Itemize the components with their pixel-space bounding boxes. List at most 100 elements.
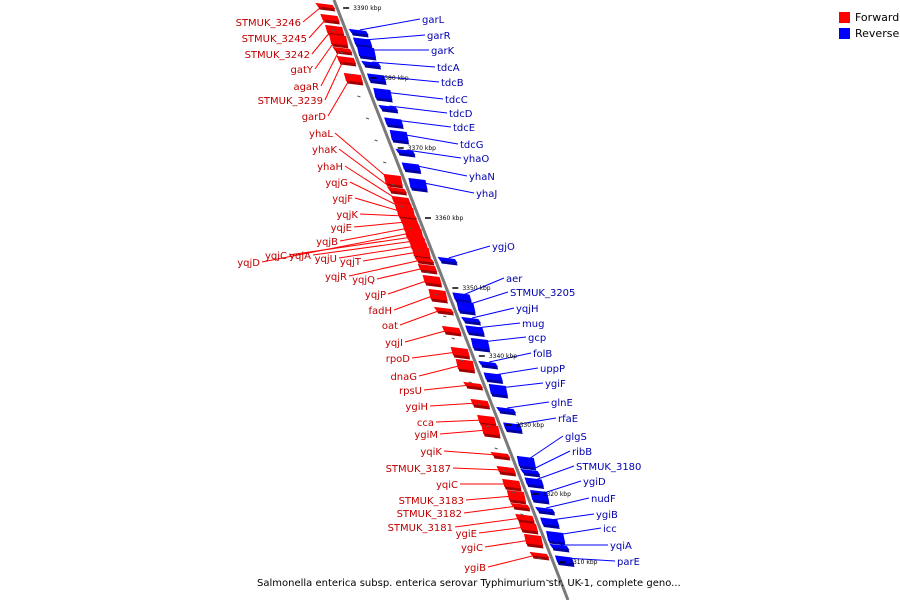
reverse-leader: [481, 336, 527, 343]
forward-gene-label: yqjK: [336, 210, 358, 221]
forward-gene-label: agaR: [293, 82, 319, 93]
forward-leader: [484, 539, 531, 548]
forward-feature: [383, 173, 404, 189]
forward-feature-shade: [493, 455, 511, 461]
reverse-leader: [377, 75, 440, 83]
forward-feature-shade: [339, 61, 357, 67]
reverse-gene-label: nudF: [591, 494, 616, 505]
legend-reverse: Reverse: [839, 25, 899, 41]
reverse-leader: [489, 352, 532, 363]
minor-dash: [348, 73, 353, 76]
reverse-leader: [546, 497, 590, 509]
forward-feature-shade: [331, 43, 349, 49]
reverse-feature-shade: [364, 64, 382, 70]
minor-dash: [417, 249, 421, 252]
reverse-feature: [395, 148, 416, 158]
reverse-feature-shade: [369, 80, 387, 85]
forward-gene-label: ygiE: [456, 529, 477, 540]
forward-feature-shade: [466, 385, 484, 391]
reverse-feature-shade: [351, 32, 369, 38]
forward-feature-shade: [521, 529, 539, 535]
reverse-feature-shade: [458, 310, 476, 316]
minor-dash: [425, 271, 430, 274]
forward-feature-shade: [425, 282, 443, 288]
reverse-feature: [437, 256, 458, 266]
reverse-feature: [496, 406, 517, 416]
forward-leader: [349, 181, 401, 208]
forward-leader: [327, 77, 351, 117]
reverse-leader: [400, 133, 459, 145]
minor-dash: [485, 425, 490, 428]
forward-feature: [332, 46, 353, 56]
forward-feature: [518, 521, 539, 535]
reverse-feature: [460, 316, 482, 326]
reverse-gene-label: folB: [533, 349, 552, 360]
reverse-feature-shade: [491, 393, 509, 399]
reverse-feature-shade: [375, 97, 393, 103]
reverse-gene-label: tdcC: [445, 95, 468, 106]
forward-gene-label: rpoD: [386, 354, 411, 365]
reverse-leader: [531, 450, 571, 471]
minor-dash: [494, 447, 498, 450]
forward-gene-label: yhaK: [312, 145, 337, 156]
legend: Forward Reverse: [839, 9, 899, 41]
reverse-leader: [406, 149, 462, 159]
forward-gene-label: cca: [417, 418, 434, 429]
forward-feature: [450, 346, 471, 360]
forward-feature-shade: [458, 368, 476, 374]
forward-feature-shade: [417, 260, 435, 266]
reverse-leader: [535, 465, 575, 481]
forward-leader: [338, 148, 395, 191]
forward-feature-shade: [386, 183, 404, 189]
forward-feature-shade: [499, 471, 517, 477]
minor-dash: [400, 205, 404, 208]
reverse-feature: [483, 372, 504, 384]
forward-feature: [506, 489, 527, 505]
reverse-leader: [462, 277, 505, 296]
reverse-feature-shade: [386, 124, 404, 129]
reverse-feature: [456, 300, 476, 316]
minor-dash: [391, 183, 395, 186]
reverse-feature-shade: [505, 429, 523, 434]
forward-feature-shade: [431, 298, 449, 304]
forward-feature: [414, 256, 435, 266]
forward-leader: [354, 197, 403, 213]
forward-leader: [302, 5, 323, 23]
reverse-feature: [524, 477, 545, 489]
forward-leader: [348, 259, 422, 277]
forward-feature: [417, 263, 438, 275]
minor-dash: [374, 139, 378, 142]
forward-feature: [510, 502, 531, 512]
forward-gene-label: ygiC: [461, 543, 483, 554]
reverse-gene-label: parE: [617, 557, 640, 568]
forward-gene-label: yqjD: [237, 258, 260, 269]
reverse-leader: [507, 401, 550, 409]
reverse-feature: [535, 506, 556, 516]
forward-gene-label: rpsU: [399, 386, 422, 397]
forward-leader: [435, 419, 484, 423]
forward-leader: [463, 505, 518, 514]
forward-gene-label: STMUK_3183: [399, 496, 464, 507]
reverse-feature-shade: [532, 499, 550, 505]
forward-feature-shade: [509, 499, 527, 505]
scale-tick-label: 3350 kbp: [462, 285, 490, 292]
reverse-feature-shade: [527, 484, 545, 489]
reverse-gene-label: aer: [506, 274, 523, 285]
forward-gene-label: gatY: [290, 65, 313, 76]
forward-gene-label: STMUK_3182: [397, 509, 462, 520]
minor-dash: [340, 51, 344, 54]
minor-dash: [408, 227, 413, 230]
forward-gene-label: STMUK_3245: [242, 34, 307, 45]
forward-leader: [404, 329, 449, 343]
forward-leader: [439, 429, 488, 435]
forward-feature-shade: [346, 80, 364, 86]
forward-feature-shade: [323, 19, 341, 25]
forward-gene-label: ygiM: [414, 430, 438, 441]
forward-feature: [422, 274, 443, 288]
forward-leader: [353, 221, 407, 228]
reverse-gene-label: uppP: [540, 364, 565, 375]
reverse-gene-label: gcp: [528, 333, 546, 344]
forward-leader: [320, 49, 340, 87]
forward-gene-label: yqiK: [420, 447, 442, 458]
minor-dash: [477, 403, 481, 406]
